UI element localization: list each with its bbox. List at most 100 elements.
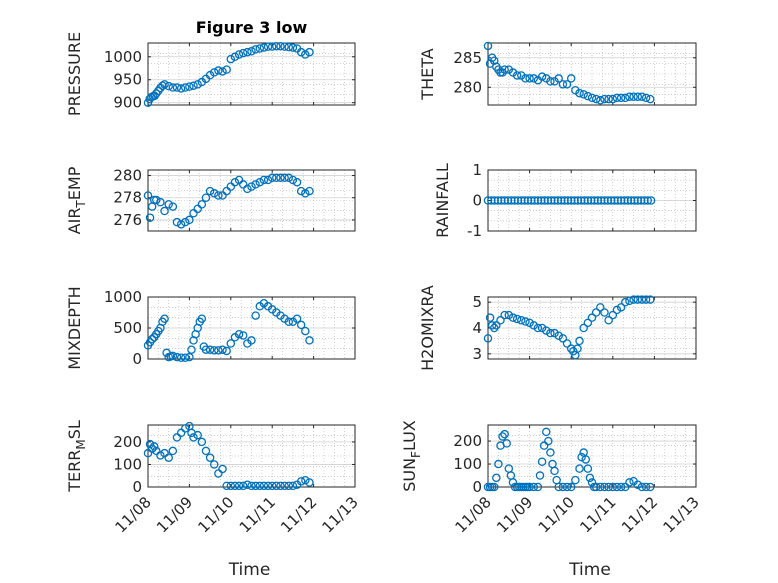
data-point bbox=[209, 189, 219, 198]
x-tick-label: 11/08 bbox=[112, 493, 155, 536]
data-point bbox=[600, 482, 609, 492]
data-point bbox=[172, 352, 182, 362]
data-point bbox=[579, 448, 588, 457]
x-tick-label: 11/09 bbox=[153, 493, 196, 536]
data-point bbox=[272, 481, 281, 491]
data-point bbox=[168, 446, 178, 456]
x-tick-label: 11/12 bbox=[618, 493, 661, 536]
data-point bbox=[508, 313, 518, 322]
data-point bbox=[587, 313, 597, 322]
data-point bbox=[494, 459, 503, 469]
data-point bbox=[596, 303, 605, 312]
data-point bbox=[296, 47, 306, 57]
data-point bbox=[562, 80, 572, 89]
data-point bbox=[581, 455, 591, 464]
data-point bbox=[550, 466, 559, 476]
data-point bbox=[280, 173, 289, 183]
y-tick-label: 950 bbox=[113, 71, 142, 89]
data-point bbox=[533, 482, 543, 492]
data-point bbox=[247, 336, 256, 345]
data-point bbox=[197, 437, 207, 447]
x-tick-label: 11/09 bbox=[493, 493, 536, 536]
data-point bbox=[205, 345, 215, 354]
data-point bbox=[205, 453, 215, 462]
axes-box bbox=[147, 42, 356, 106]
data-point bbox=[272, 41, 281, 51]
data-point bbox=[172, 217, 182, 227]
data-point bbox=[633, 480, 643, 489]
data-point bbox=[176, 353, 186, 363]
data-point bbox=[197, 200, 207, 209]
data-point bbox=[301, 326, 310, 336]
x-axis-label: Time bbox=[568, 560, 611, 580]
data-point bbox=[301, 475, 310, 485]
data-point bbox=[504, 464, 514, 473]
data-point bbox=[502, 439, 511, 448]
data-point bbox=[181, 353, 190, 363]
data-point bbox=[637, 92, 647, 101]
data-point bbox=[566, 482, 576, 492]
data-point bbox=[185, 82, 194, 91]
data-point bbox=[546, 77, 555, 86]
y-tick-label: 285 bbox=[453, 49, 482, 67]
data-point bbox=[612, 93, 622, 103]
data-point bbox=[600, 308, 609, 317]
data-point bbox=[160, 80, 169, 89]
data-point bbox=[255, 481, 265, 491]
data-point bbox=[645, 295, 655, 304]
data-point bbox=[489, 482, 499, 492]
data-point bbox=[554, 74, 563, 83]
data-point bbox=[579, 323, 588, 333]
data-point bbox=[209, 346, 219, 355]
data-point bbox=[222, 346, 231, 356]
data-point bbox=[489, 323, 499, 333]
y-tick-label: 5 bbox=[472, 293, 482, 311]
data-point bbox=[566, 344, 576, 353]
data-point bbox=[259, 175, 269, 185]
y-tick-label: 278 bbox=[113, 189, 142, 207]
data-point bbox=[205, 186, 215, 196]
data-point bbox=[621, 297, 630, 307]
data-point bbox=[629, 295, 638, 304]
data-point bbox=[156, 451, 165, 460]
data-point bbox=[508, 478, 518, 487]
data-point bbox=[562, 482, 572, 492]
data-point bbox=[263, 481, 273, 491]
data-point bbox=[629, 92, 638, 101]
data-point bbox=[214, 469, 223, 478]
data-point bbox=[483, 334, 493, 343]
y-tick-label: 200 bbox=[453, 432, 482, 450]
data-point bbox=[529, 321, 539, 330]
data-point bbox=[145, 439, 155, 449]
data-point bbox=[529, 482, 539, 492]
data-point bbox=[485, 313, 495, 322]
data-point bbox=[500, 429, 509, 439]
data-point bbox=[238, 48, 248, 58]
y-tick-label: 200 bbox=[113, 433, 142, 451]
data-point bbox=[525, 482, 534, 492]
x-axis-label: Time bbox=[228, 560, 271, 580]
data-point bbox=[487, 321, 497, 330]
data-point bbox=[176, 84, 186, 93]
data-point bbox=[552, 475, 561, 485]
data-point bbox=[222, 65, 231, 74]
data-point bbox=[189, 81, 198, 90]
data-point bbox=[625, 296, 634, 306]
data-point bbox=[604, 482, 613, 492]
data-point bbox=[608, 94, 618, 104]
y-tick-label: 0 bbox=[472, 192, 482, 210]
data-point bbox=[288, 481, 298, 491]
data-point bbox=[218, 67, 227, 76]
data-point bbox=[149, 442, 159, 451]
data-point bbox=[483, 41, 493, 51]
data-point bbox=[554, 331, 563, 340]
data-point bbox=[643, 196, 652, 205]
data-point bbox=[201, 193, 211, 202]
y-tick-label: 1 bbox=[472, 161, 482, 179]
data-point bbox=[496, 315, 505, 325]
chart-title: Figure 3 low bbox=[196, 18, 308, 37]
data-point bbox=[566, 74, 576, 83]
data-point bbox=[546, 448, 555, 457]
data-point bbox=[608, 482, 618, 492]
